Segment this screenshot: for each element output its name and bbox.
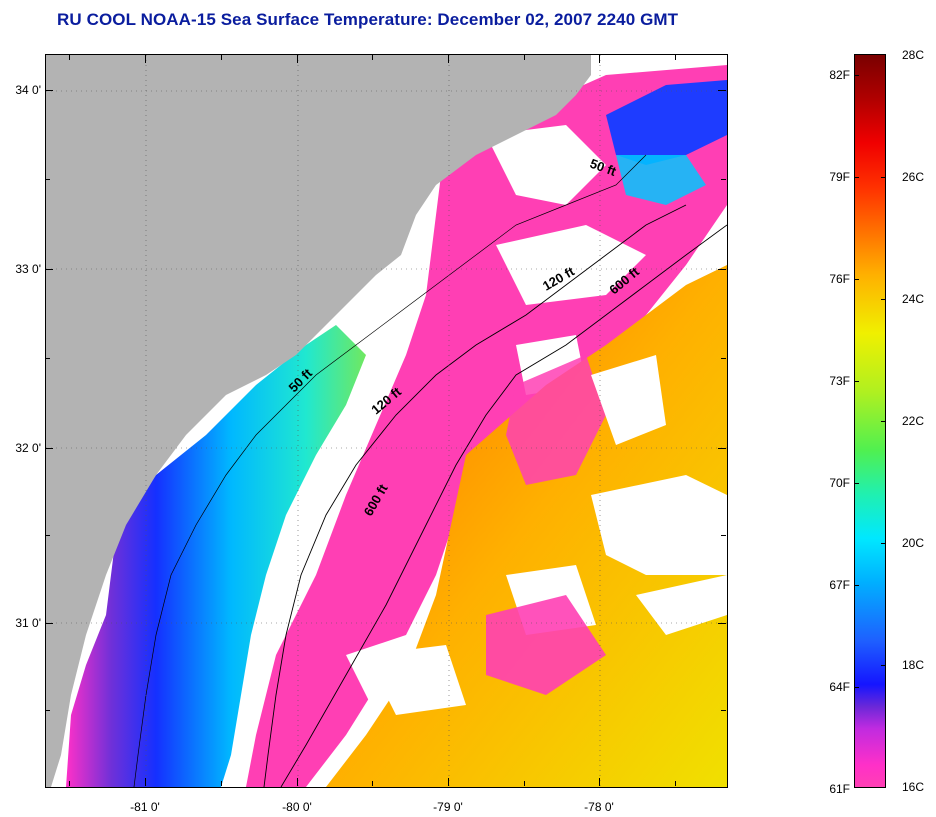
colorbar-tick (881, 299, 885, 300)
temperature-colorbar (854, 54, 886, 788)
cloud-patch (486, 125, 606, 205)
colorbar-celsius-label: 22C (902, 414, 925, 428)
depth-contour-120ft (263, 204, 687, 787)
cold-eddy (486, 595, 606, 695)
lat-tick-mark (45, 623, 53, 624)
lon-tick-mark (372, 55, 373, 60)
lon-tick-mark (599, 55, 600, 63)
lon-tick-mark (675, 781, 676, 786)
lon-tick-mark (524, 781, 525, 786)
cloud-patch (496, 225, 646, 305)
lat-tick-label: 31 0' (15, 616, 41, 630)
colorbar-fahrenheit-label: 70F (829, 476, 850, 490)
lat-tick-mark (721, 358, 726, 359)
lon-tick-mark (297, 55, 298, 63)
depth-contour-50ft (133, 154, 647, 787)
colorbar-fahrenheit-label: 73F (829, 374, 850, 388)
colorbar-celsius-label: 16C (902, 780, 925, 794)
lon-tick-mark (448, 778, 449, 786)
north-cold-pocket (606, 80, 727, 165)
colorbar-fahrenheit-label: 82F (829, 68, 850, 82)
colorbar-fahrenheit-label: 61F (829, 782, 850, 796)
lat-tick-mark (718, 448, 726, 449)
sst-map[interactable]: 50 ft 120 ft 600 ft 50 ft 120 ft 600 ft (45, 54, 728, 788)
colorbar-celsius-label: 26C (902, 170, 925, 184)
colorbar-tick (881, 665, 885, 666)
cloud-patch (636, 575, 727, 635)
colorbar-tick (881, 177, 885, 178)
lon-tick-mark (69, 55, 70, 60)
lon-tick-label: -79 0' (433, 800, 463, 814)
colorbar-tick (855, 585, 859, 586)
lat-tick-label: 32 0' (15, 441, 41, 455)
lat-tick-mark (45, 535, 50, 536)
colorbar-tick (855, 75, 859, 76)
lon-tick-mark (675, 55, 676, 60)
colorbar-fahrenheit-label: 64F (829, 680, 850, 694)
lon-tick-mark (221, 781, 222, 786)
lon-tick-label: -78 0' (584, 800, 614, 814)
inner-shelf-water (66, 325, 366, 787)
colorbar-tick (855, 279, 859, 280)
cloud-patch (591, 475, 727, 575)
depth-contour-600ft (280, 224, 727, 787)
colorbar-tick (881, 421, 885, 422)
lat-tick-mark (45, 90, 53, 91)
land-mass (46, 55, 591, 787)
lat-tick-mark (721, 710, 726, 711)
lon-tick-mark (599, 778, 600, 786)
sst-map-canvas: 50 ft 120 ft 600 ft 50 ft 120 ft 600 ft (46, 55, 727, 787)
north-mild-pocket (616, 155, 706, 205)
cloud-patch (591, 355, 666, 445)
lat-tick-mark (718, 90, 726, 91)
lat-tick-mark (721, 179, 726, 180)
lat-tick-mark (45, 179, 50, 180)
lat-tick-mark (45, 710, 50, 711)
lon-tick-mark (221, 55, 222, 60)
colorbar-tick (855, 687, 859, 688)
lat-tick-mark (45, 269, 53, 270)
colorbar-celsius-label: 24C (902, 292, 925, 306)
lat-tick-label: 34 0' (15, 83, 41, 97)
lat-tick-label: 33 0' (15, 262, 41, 276)
colorbar-tick (855, 177, 859, 178)
lon-tick-mark (69, 781, 70, 786)
lat-tick-mark (45, 448, 53, 449)
lat-tick-mark (721, 535, 726, 536)
colorbar-fahrenheit-label: 67F (829, 578, 850, 592)
colorbar-tick (855, 381, 859, 382)
lat-tick-mark (718, 269, 726, 270)
colorbar-fahrenheit-label: 76F (829, 272, 850, 286)
lat-lon-grid (46, 55, 727, 787)
lon-tick-mark (372, 781, 373, 786)
lon-tick-mark (297, 778, 298, 786)
lon-tick-label: -80 0' (282, 800, 312, 814)
colorbar-fahrenheit-label: 79F (829, 170, 850, 184)
lon-tick-mark (524, 55, 525, 60)
cold-eddy (506, 355, 606, 485)
lon-tick-mark (145, 778, 146, 786)
colorbar-celsius-label: 20C (902, 536, 925, 550)
lon-tick-label: -81 0' (130, 800, 160, 814)
lon-tick-mark (448, 55, 449, 63)
lat-tick-mark (718, 623, 726, 624)
colorbar-tick (881, 543, 885, 544)
chart-title: RU COOL NOAA-15 Sea Surface Temperature:… (57, 10, 679, 29)
lon-tick-mark (145, 55, 146, 63)
colorbar-celsius-label: 28C (902, 48, 925, 62)
lat-tick-mark (45, 358, 50, 359)
colorbar-tick (855, 483, 859, 484)
colorbar-celsius-label: 18C (902, 658, 925, 672)
cloud-patch (366, 645, 466, 715)
